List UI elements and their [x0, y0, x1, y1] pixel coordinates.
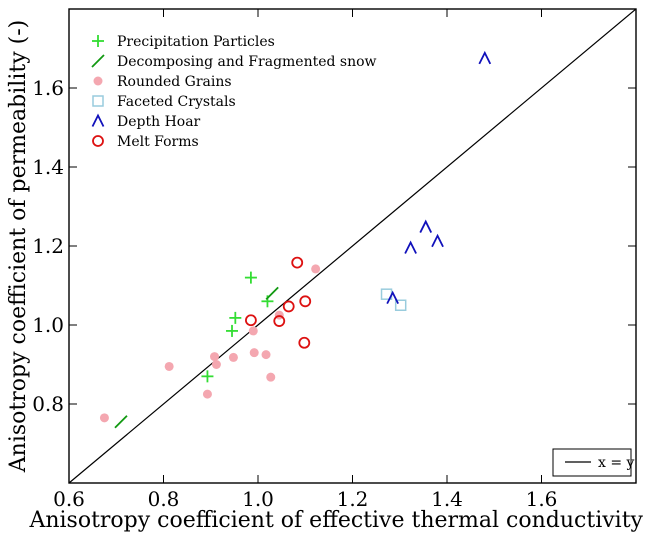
caret-point: [386, 290, 399, 305]
x-tick-label: 0.6: [53, 487, 85, 511]
slash-point: [114, 415, 128, 429]
circle-point: [245, 314, 257, 327]
plus-point: [201, 370, 214, 383]
x-tick-label: 1.4: [431, 487, 463, 511]
square-point: [394, 299, 407, 311]
x-equals-y-line: [68, 8, 637, 484]
legend-swatch-square: [92, 95, 104, 107]
circle-point: [291, 256, 304, 269]
legend-label: Rounded Grains: [117, 74, 232, 90]
circle-point: [298, 336, 311, 349]
circle-point: [273, 315, 286, 327]
dot-point: [248, 326, 258, 336]
legend-swatch-dot: [93, 76, 103, 86]
y-axis-title: Anisotropy coefficient of permeability (…: [6, 20, 31, 473]
legend-swatch-plus: [92, 35, 104, 47]
dot-point: [99, 413, 109, 423]
legend-label: Decomposing and Fragmented snow: [117, 54, 377, 70]
legend-label: Depth Hoar: [117, 114, 201, 130]
y-tick-label: 0.8: [32, 392, 64, 416]
dot-point: [164, 361, 174, 371]
reference-legend-label: x = y: [598, 455, 635, 471]
legend: Precipitation Particles Decomposing and F…: [91, 34, 377, 150]
caret-point: [431, 233, 444, 248]
circle-point: [299, 295, 312, 308]
data-points: [99, 50, 492, 429]
dot-point: [211, 360, 221, 369]
dot-point: [311, 264, 321, 274]
caret-point: [404, 240, 417, 254]
y-axis-ticks: 0.8 1.0 1.2 1.4 1.6: [32, 76, 636, 416]
y-tick-label: 1.4: [32, 155, 64, 179]
x-axis-ticks: 0.6 0.8 1.0 1.2 1.4 1.6: [53, 9, 557, 511]
x-tick-label: 0.8: [148, 487, 180, 511]
y-tick-label: 1.6: [32, 76, 64, 100]
dot-point: [266, 372, 276, 382]
legend-label: Faceted Crystals: [117, 94, 236, 110]
caret-point: [419, 219, 433, 233]
legend-swatch-circle: [92, 135, 104, 147]
y-tick-label: 1.0: [32, 313, 64, 337]
plot-frame: [68, 8, 637, 484]
slash-point: [265, 286, 279, 301]
plus-point: [244, 271, 257, 284]
dot-point: [249, 348, 259, 358]
dot-point: [210, 352, 220, 362]
x-tick-label: 1.6: [526, 487, 558, 511]
caret-point: [478, 50, 492, 65]
x-tick-label: 1.0: [242, 487, 274, 511]
y-tick-label: 1.2: [32, 234, 64, 258]
reference-line-legend: x = y: [552, 448, 635, 477]
x-tick-label: 1.2: [337, 487, 369, 511]
dot-point: [261, 350, 271, 360]
legend-label: Precipitation Particles: [117, 34, 275, 50]
plus-point: [229, 311, 242, 324]
legend-swatch-slash: [91, 54, 105, 68]
dot-point: [202, 389, 212, 399]
legend-label: Melt Forms: [117, 134, 199, 150]
x-axis-title: Anisotropy coefficient of effective ther…: [28, 508, 651, 533]
circle-point: [282, 300, 295, 313]
plus-point: [226, 324, 239, 337]
legend-swatch-caret: [91, 113, 105, 127]
dot-point: [228, 352, 238, 362]
